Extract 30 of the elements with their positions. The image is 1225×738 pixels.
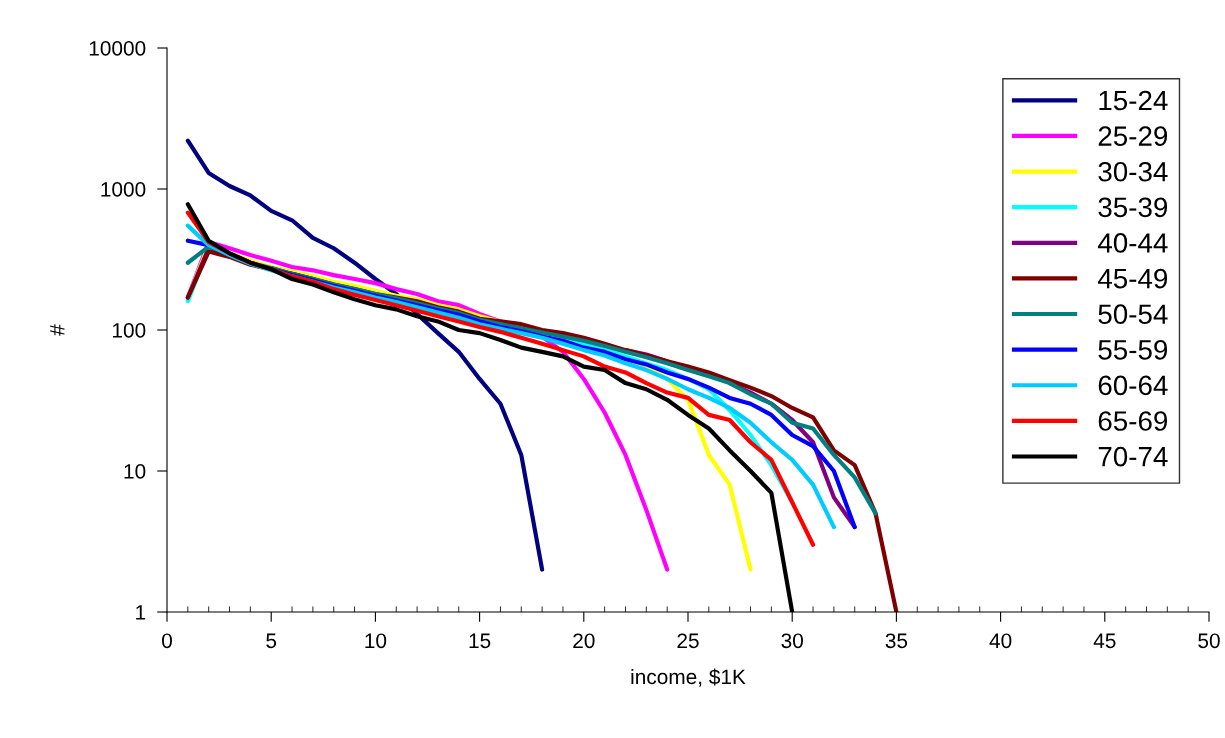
legend-label: 25-29 — [1098, 126, 1168, 146]
y-tick-label: 10 — [124, 464, 146, 479]
x-tick-label: 50 — [1198, 633, 1220, 649]
line-series — [185, 138, 545, 572]
y-tick-label: 100 — [113, 323, 146, 338]
legend-label: 60-64 — [1098, 375, 1168, 396]
legend-label: 65-69 — [1098, 411, 1168, 431]
legend-label: 35-39 — [1098, 197, 1168, 218]
y-tick-label: 10000 — [89, 41, 146, 56]
legend-label: 40-44 — [1097, 233, 1168, 253]
legend-label: 50-54 — [1098, 304, 1168, 325]
legend-label: 55-59 — [1098, 339, 1168, 360]
x-tick-label: 0 — [162, 633, 172, 649]
legend-label: 45-49 — [1097, 268, 1168, 289]
x-axis-title: income, $1K — [631, 668, 746, 687]
legend-label: 70-74 — [1098, 446, 1168, 467]
x-tick-label: 45 — [1093, 633, 1116, 649]
x-tick-label: 15 — [469, 633, 491, 649]
x-tick-label: 20 — [573, 633, 595, 649]
y-axis-title: # — [50, 324, 65, 336]
x-tick-label: 25 — [677, 633, 699, 649]
y-tick-label: 1 — [136, 605, 146, 620]
y-tick-label: 1000 — [101, 182, 146, 197]
legend-label: 15-24 — [1099, 90, 1168, 111]
legend-label: 30-34 — [1098, 161, 1168, 182]
x-tick-label: 5 — [266, 633, 277, 649]
x-tick-label: 10 — [365, 633, 387, 649]
x-tick-label: 40 — [989, 633, 1012, 649]
x-tick-label: 35 — [885, 633, 908, 649]
x-tick-label: 30 — [781, 633, 803, 649]
